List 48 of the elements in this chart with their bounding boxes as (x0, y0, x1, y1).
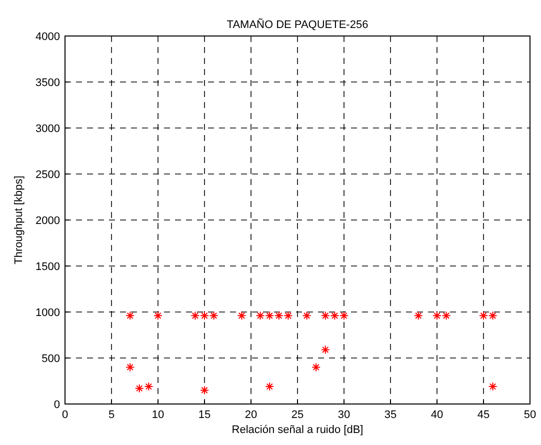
x-tick-label: 45 (477, 409, 490, 421)
x-tick-label: 0 (62, 409, 68, 421)
point (488, 382, 498, 392)
point (274, 311, 284, 320)
x-tick-label: 5 (108, 409, 115, 421)
x-tick-label: 35 (384, 409, 397, 421)
point (442, 311, 451, 320)
y-tick-label: 0 (54, 399, 60, 411)
y-tick-label: 500 (42, 353, 60, 365)
point (190, 311, 200, 320)
x-tick-label: 50 (524, 409, 536, 421)
point (488, 311, 498, 320)
x-tick-label: 30 (338, 409, 350, 421)
y-tick-label: 2000 (36, 215, 60, 227)
point (479, 311, 488, 320)
point (330, 311, 340, 320)
y-tick-label: 3500 (36, 77, 60, 89)
x-tick-label: 10 (152, 409, 164, 421)
point (312, 362, 321, 372)
x-axis-title: Relación señal a ruido [dB] (232, 424, 364, 436)
point (265, 311, 274, 320)
y-axis-title: Throughput [kbps] (13, 176, 25, 264)
point (302, 311, 312, 320)
x-tick-label: 40 (430, 409, 444, 421)
y-tick-label: 1500 (36, 261, 60, 273)
point (237, 311, 246, 320)
point (154, 311, 162, 320)
point (126, 311, 135, 320)
point (256, 311, 265, 320)
point (200, 386, 209, 395)
point (284, 311, 293, 320)
point (320, 311, 330, 320)
point (320, 345, 330, 354)
point (340, 311, 348, 320)
y-tick-label: 2500 (36, 169, 60, 181)
y-tick-label: 3000 (36, 123, 60, 135)
chart-title: TAMAÑO DE PAQUETE-256 (226, 18, 368, 31)
point (200, 311, 209, 320)
x-tick-label: 15 (198, 409, 211, 421)
point (414, 311, 423, 320)
point (209, 311, 218, 320)
point (126, 362, 135, 372)
y-tick-label: 1000 (36, 307, 60, 319)
point (265, 382, 274, 392)
x-tick-label: 20 (244, 409, 258, 421)
point (432, 311, 442, 320)
y-tick-label: 4000 (36, 31, 60, 43)
x-tick-label: 25 (291, 409, 304, 421)
